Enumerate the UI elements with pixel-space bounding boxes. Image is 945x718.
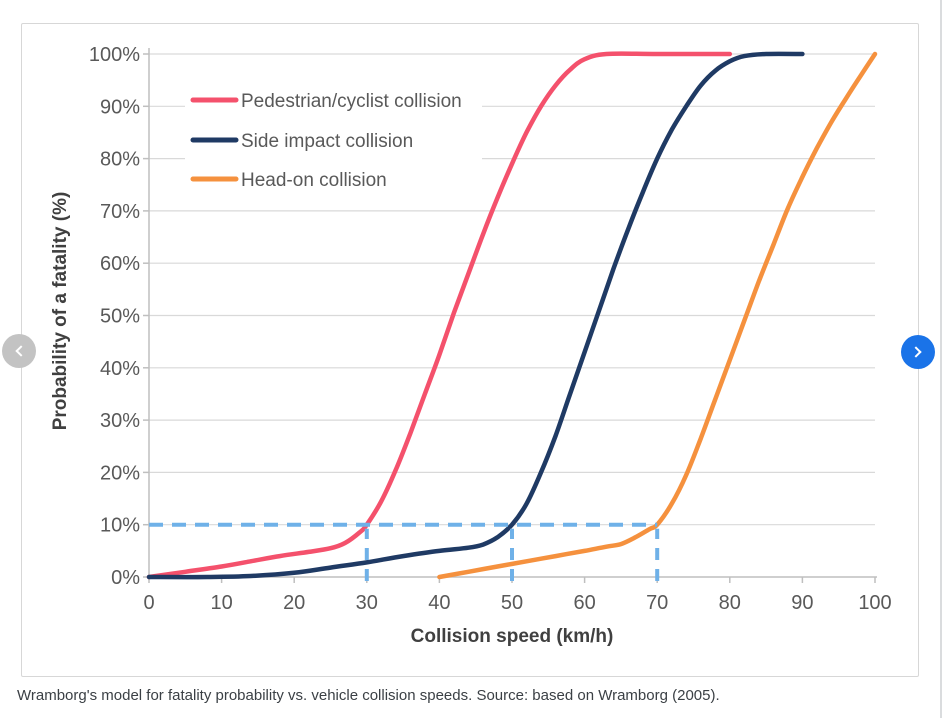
- svg-text:0%: 0%: [111, 567, 140, 589]
- chevron-left-icon: [15, 345, 27, 357]
- chevron-right-icon: [910, 346, 922, 358]
- svg-text:0: 0: [143, 592, 154, 614]
- svg-text:Probability of a fatality (%): Probability of a fatality (%): [50, 192, 71, 431]
- svg-text:30: 30: [356, 592, 378, 614]
- svg-text:90%: 90%: [100, 96, 140, 118]
- figure-caption: Wramborg's model for fatality probabilit…: [17, 687, 720, 704]
- svg-text:70: 70: [646, 592, 668, 614]
- svg-text:40%: 40%: [100, 358, 140, 380]
- chart-card: 0 10 20 30 40 50 60 70 80 90 100 0% 10% 20% 30% 40% 50% 6…: [21, 23, 919, 677]
- carousel-prev-button[interactable]: [2, 334, 36, 368]
- svg-text:10: 10: [210, 592, 232, 614]
- svg-text:100: 100: [858, 592, 891, 614]
- svg-text:30%: 30%: [100, 410, 140, 432]
- svg-text:80: 80: [719, 592, 741, 614]
- svg-text:20: 20: [283, 592, 305, 614]
- svg-text:70%: 70%: [100, 201, 140, 223]
- svg-text:Pedestrian/cyclist collision: Pedestrian/cyclist collision: [241, 91, 462, 112]
- svg-text:20%: 20%: [100, 462, 140, 484]
- svg-text:10%: 10%: [100, 515, 140, 537]
- svg-text:Collision speed (km/h): Collision speed (km/h): [411, 626, 614, 647]
- svg-text:80%: 80%: [100, 149, 140, 171]
- svg-text:100%: 100%: [89, 44, 140, 66]
- svg-text:Head-on collision: Head-on collision: [241, 170, 387, 191]
- carousel-next-button[interactable]: [901, 335, 935, 369]
- svg-text:60: 60: [573, 592, 595, 614]
- svg-text:50%: 50%: [100, 306, 140, 328]
- svg-text:60%: 60%: [100, 253, 140, 275]
- svg-text:40: 40: [428, 592, 450, 614]
- right-page-divider: [940, 0, 942, 718]
- svg-text:90: 90: [791, 592, 813, 614]
- fatality-probability-chart: 0 10 20 30 40 50 60 70 80 90 100 0% 10% 20% 30% 40% 50% 6…: [50, 44, 892, 647]
- svg-text:Side impact collision: Side impact collision: [241, 131, 413, 152]
- svg-text:50: 50: [501, 592, 523, 614]
